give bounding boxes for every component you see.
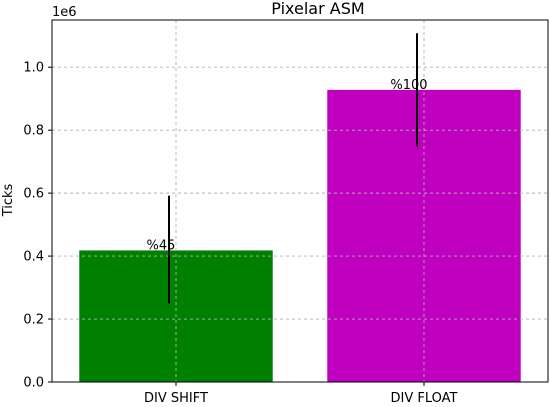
y-tick-label: 0.0: [23, 376, 44, 391]
y-tick-label: 0.2: [23, 313, 44, 328]
y-axis-label: Ticks: [1, 183, 16, 217]
bar-value-label: %100: [390, 78, 427, 93]
y-tick-label: 1.0: [23, 61, 44, 76]
plot-frame: [51, 19, 549, 383]
chart-title: Pixelar ASM: [271, 0, 364, 18]
x-tick-label: DIV SHIFT: [144, 391, 208, 403]
grid-lines: [52, 20, 548, 382]
y-tick-label: 0.4: [23, 250, 44, 265]
x-tick-label: DIV FLOAT: [391, 391, 458, 403]
error-bars: [168, 33, 418, 304]
axes: 0.0 0.2 0.4 0.6 0.8 1.0 DIV SHIFT DIV FLOAT: [23, 19, 549, 406]
bars: [79, 89, 521, 382]
bar-value-label: %45: [147, 238, 176, 253]
y-tick-label: 0.8: [23, 124, 44, 139]
y-axis-offset-label: 1e6: [52, 5, 77, 20]
y-tick-label: 0.6: [23, 187, 44, 202]
bar-value-labels: %45 %100: [147, 78, 428, 254]
